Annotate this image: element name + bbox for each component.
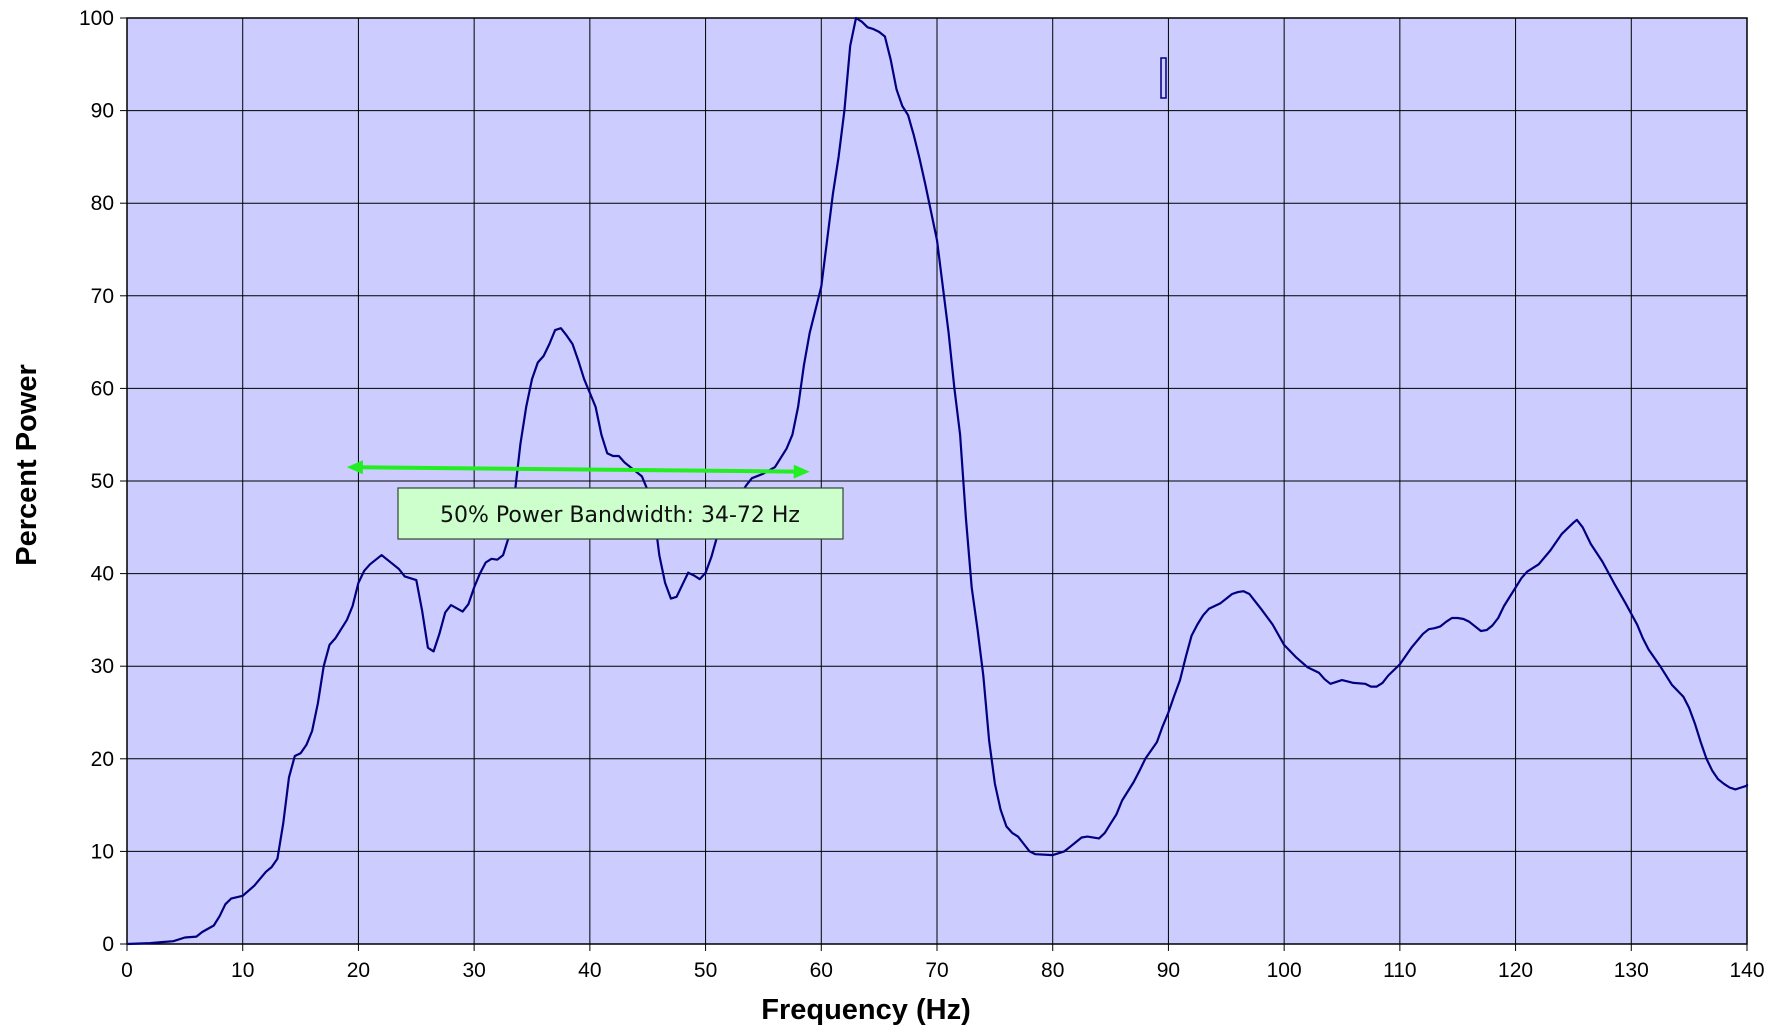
y-tick-label: 40: [91, 563, 114, 586]
x-axis-title: Frequency (Hz): [761, 994, 970, 1026]
x-tick-label: 20: [347, 959, 370, 982]
y-tick-label: 20: [91, 748, 114, 771]
y-tick-label: 70: [91, 285, 114, 308]
x-tick-label: 0: [121, 959, 133, 982]
x-tick-label: 10: [231, 959, 254, 982]
bandwidth-arrow-head-left: [346, 460, 363, 475]
x-tick-label: 90: [1157, 959, 1180, 982]
y-tick-label: 10: [91, 840, 114, 863]
series-layer: [126, 16, 1749, 946]
y-axis-ticks: 0 10 20 30 40 50 60 70 80 90 100: [79, 7, 127, 956]
x-tick-label: 130: [1614, 959, 1649, 982]
annotation-label: 50% Power Bandwidth: 34-72 Hz: [440, 503, 800, 528]
y-tick-label: 0: [102, 933, 114, 956]
small-marker-rect: [1160, 57, 1167, 99]
x-tick-label: 70: [925, 959, 948, 982]
x-tick-label: 100: [1267, 959, 1302, 982]
x-tick-label: 40: [578, 959, 601, 982]
annotation-box: [397, 487, 844, 540]
x-tick-label: 60: [810, 959, 833, 982]
y-axis-title: Percent Power: [11, 364, 43, 565]
bandwidth-arrow: [346, 460, 810, 479]
x-tick-label: 30: [462, 959, 485, 982]
y-tick-label: 90: [91, 100, 114, 123]
y-tick-label: 100: [79, 7, 114, 30]
y-tick-label: 80: [91, 192, 114, 215]
x-tick-label: 50: [694, 959, 717, 982]
grid-lines: [127, 18, 1747, 944]
y-tick-label: 50: [91, 470, 114, 493]
y-tick-label: 60: [91, 377, 114, 400]
annotation-layer: 50% Power Bandwidth: 34-72 Hz: [346, 460, 844, 540]
x-axis-ticks: 0 10 20 30 40 50 60 70 80 90 100 110 120 130 140: [121, 944, 1765, 982]
x-tick-label: 110: [1383, 959, 1416, 982]
x-tick-label: 140: [1729, 959, 1764, 982]
series-line: [126, 16, 1749, 946]
x-tick-label: 120: [1498, 959, 1533, 982]
small-marker: [1160, 57, 1167, 99]
x-tick-label: 80: [1041, 959, 1064, 982]
bandwidth-arrow-head-right: [793, 464, 810, 479]
bandwidth-arrow-shaft: [359, 465, 797, 474]
y-tick-label: 30: [91, 655, 114, 678]
